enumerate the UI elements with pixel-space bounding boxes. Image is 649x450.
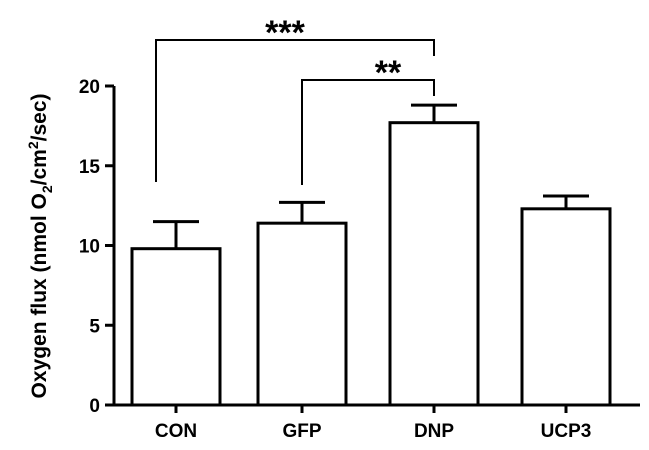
- significance-brackets: [155, 39, 435, 185]
- y-tick-label: 15: [79, 157, 101, 178]
- chart-labels: 0 5 10 15 20 CON GFP DNP UCP3 Oxygen flux (nmol O…: [25, 14, 591, 442]
- x-category-label: GFP: [282, 421, 321, 442]
- significance-label: **: [375, 54, 402, 92]
- y-tick-label: 10: [79, 237, 100, 258]
- significance-bracket: [155, 39, 435, 182]
- bar: [520, 207, 612, 407]
- chart-error-bars: [153, 103, 589, 249]
- x-category-label: DNP: [414, 421, 454, 442]
- chart-bars: [130, 121, 612, 407]
- x-category-label: UCP3: [541, 421, 592, 442]
- bar: [388, 121, 480, 407]
- y-axis-label: Oxygen flux (nmol O2/cm2/sec): [25, 93, 55, 398]
- x-category-label: CON: [155, 421, 197, 442]
- y-tick-label: 20: [79, 77, 100, 98]
- y-tick-label: 5: [89, 316, 100, 337]
- bar: [256, 221, 348, 407]
- significance-label: ***: [265, 14, 305, 52]
- significance-bracket: [301, 79, 435, 185]
- y-tick-label: 0: [89, 396, 100, 417]
- bar: [130, 247, 222, 407]
